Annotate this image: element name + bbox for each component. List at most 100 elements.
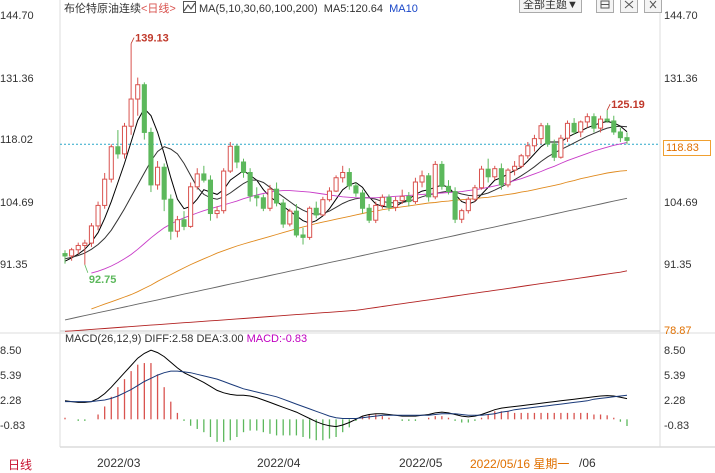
- macd-tick: -0.83: [664, 420, 690, 432]
- candle-down: [148, 131, 154, 186]
- candle-down: [280, 202, 286, 225]
- candle-down: [62, 253, 68, 257]
- macd-tick: 5.39: [664, 370, 686, 382]
- theme-dropdown-button[interactable]: 全部主题▼: [519, 0, 582, 13]
- candle-down: [293, 210, 299, 236]
- macd-value: MACD:-0.83: [246, 333, 308, 345]
- x-tick: 2022/04: [257, 456, 301, 470]
- candle-up: [155, 166, 161, 186]
- candle-up: [82, 242, 88, 246]
- macd-tick: 8.50: [664, 345, 686, 357]
- candle-down: [604, 118, 610, 122]
- candle-down: [439, 163, 445, 187]
- candle-up: [69, 249, 75, 257]
- ma-line-ma200: [64, 270, 628, 332]
- candle-up: [412, 181, 418, 203]
- ma-line-ma30: [91, 141, 628, 274]
- candle-down: [445, 185, 452, 193]
- toggle-grid-icon[interactable]: [596, 0, 614, 13]
- extreme-price-pointer: [130, 37, 135, 44]
- candle-up: [584, 116, 590, 123]
- extreme-price-label: 139.13: [135, 33, 169, 45]
- candle-down: [161, 166, 167, 200]
- price-tick: 131.36: [0, 73, 34, 85]
- candle-up: [492, 168, 498, 178]
- candle-up: [102, 178, 108, 206]
- close-icon[interactable]: [644, 0, 662, 13]
- candle-up: [564, 122, 571, 139]
- candle-up: [558, 137, 564, 158]
- ma-settings-icon[interactable]: [182, 1, 196, 13]
- ma-line-ma5: [64, 107, 628, 262]
- candle-down: [611, 120, 617, 133]
- macd-dea: DEA:3.00: [196, 333, 244, 345]
- candle-down: [545, 125, 551, 145]
- candle-up: [227, 145, 233, 172]
- x-tick: 2022/03: [97, 456, 141, 470]
- candle-down: [313, 207, 319, 216]
- candle-down: [201, 173, 207, 181]
- candle-up: [188, 186, 194, 227]
- macd-legend: MACD(26,12,9) DIFF:2.58 DEA:3.00 MACD:-0…: [65, 333, 307, 345]
- compare-icon[interactable]: [620, 0, 638, 13]
- candle-down: [366, 207, 372, 221]
- candle-up: [531, 138, 537, 147]
- candle-up: [95, 204, 101, 227]
- candle-down: [260, 197, 266, 209]
- candle-down: [115, 146, 121, 155]
- candle-down: [254, 195, 260, 199]
- candle-down: [240, 161, 247, 173]
- price-tick: 104.69: [0, 197, 34, 209]
- macd-name[interactable]: MACD(26,12,9): [65, 333, 142, 345]
- candle-up: [121, 125, 128, 155]
- candle-down: [426, 175, 432, 198]
- candle-down: [207, 179, 214, 215]
- candle-up: [419, 175, 425, 183]
- candle-up: [214, 210, 220, 215]
- timeframe-selector[interactable]: 日线: [8, 458, 33, 472]
- candle-down: [485, 168, 491, 178]
- ma-line-ma100: [64, 197, 628, 321]
- candle-up: [432, 163, 438, 198]
- candle-down: [141, 84, 147, 133]
- candle-down: [617, 131, 623, 139]
- candle-up: [221, 170, 227, 212]
- crosshair-date: 2022/05/16 星期一: [470, 457, 570, 471]
- instrument-title: 布伦特原油连续: [64, 3, 141, 15]
- candle-up: [373, 204, 379, 221]
- candle-down: [346, 171, 352, 187]
- candle-up: [538, 125, 544, 140]
- macd-tick: 2.28: [0, 395, 22, 407]
- candle-up: [267, 188, 273, 209]
- x-tick: 2022/05: [399, 456, 443, 470]
- candle-down: [353, 185, 359, 194]
- timeframe-tag[interactable]: <日线>: [141, 3, 176, 15]
- x-tick: /06: [579, 456, 596, 470]
- candle-down: [359, 192, 366, 209]
- candle-up: [472, 187, 478, 200]
- ma-params[interactable]: MA(5,10,30,60,100,200): [198, 3, 318, 15]
- price-tick: 144.70: [0, 10, 34, 22]
- candle-up: [174, 219, 180, 232]
- extreme-price-pointer: [84, 264, 89, 273]
- macd-tick: 2.28: [664, 395, 686, 407]
- candle-down: [571, 122, 577, 133]
- chart-legend: 布伦特原油连续<日线> MA(5,10,30,60,100,200) MA5:1…: [64, 0, 418, 16]
- candle-up: [287, 210, 293, 225]
- candle-down: [274, 188, 280, 204]
- ma5-value: MA5:120.64: [323, 3, 384, 15]
- extreme-price-label: 125.19: [611, 99, 645, 111]
- candle-up: [108, 146, 114, 180]
- candle-up: [525, 145, 531, 157]
- price-tick: 131.36: [664, 73, 698, 85]
- macd-tick: 8.50: [0, 345, 22, 357]
- candle-up: [399, 195, 405, 202]
- candle-up: [340, 171, 346, 179]
- candle-up: [465, 198, 471, 212]
- candle-up: [88, 225, 94, 244]
- macd-tick: -0.83: [0, 420, 26, 432]
- candle-up: [393, 200, 399, 208]
- candle-down: [386, 196, 392, 208]
- ma10-value: MA10: [389, 3, 418, 15]
